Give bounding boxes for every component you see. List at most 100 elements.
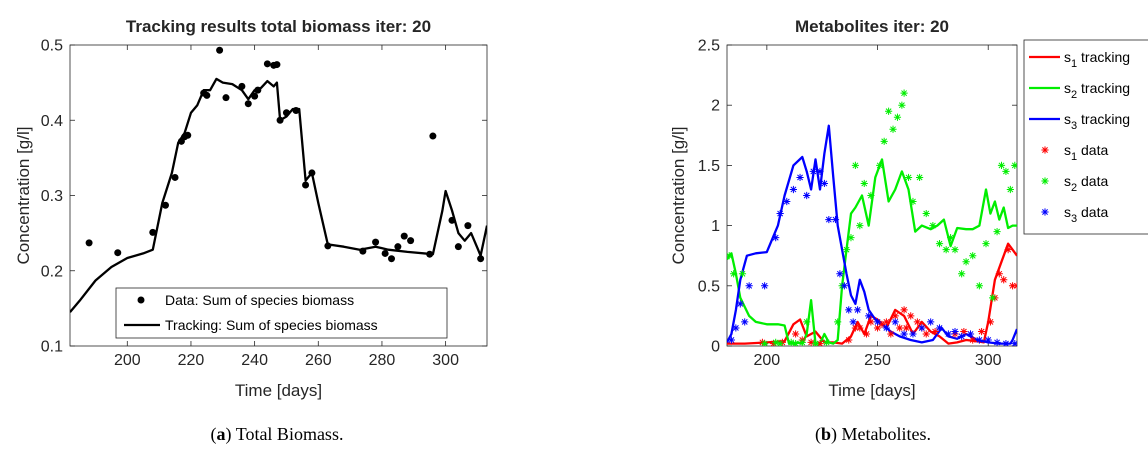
b-data-point <box>922 330 930 338</box>
a-data-point <box>302 181 310 189</box>
chart-b-legend-label-0: s1 tracking <box>1064 49 1130 70</box>
b-y-tick-label: 1.5 <box>698 158 720 175</box>
b-data-point <box>854 306 862 314</box>
b-data-point <box>1002 167 1010 176</box>
chart-b-legend-label-sub: 1 <box>1071 151 1077 163</box>
b-data-point <box>862 330 871 338</box>
caption-a-open: ( <box>211 424 217 445</box>
b-data-point <box>823 338 831 346</box>
chart-b-legend-label-3: s1 data <box>1064 142 1108 163</box>
a-y-tick-label: 0.2 <box>41 263 63 280</box>
a-x-tick-label: 240 <box>241 352 268 369</box>
a-data-point <box>388 255 396 263</box>
chart-b-x-ticks: 200 250 300 <box>753 45 1002 369</box>
chart-b-legend-label-2: s3 tracking <box>1064 111 1130 132</box>
b-data-point <box>803 318 811 326</box>
b-data-point <box>902 324 910 332</box>
a-data-point <box>276 116 284 124</box>
b-data-point <box>798 338 806 346</box>
chart-b-legend-label-main: s <box>1064 49 1071 65</box>
a-x-tick-label: 220 <box>178 352 205 369</box>
chart-b-legend-label-4: s2 data <box>1064 173 1108 194</box>
b-data-point <box>880 137 888 145</box>
chart-b-legend-box <box>1023 39 1148 235</box>
b-data-point <box>831 215 840 224</box>
chart-b-series <box>727 89 1017 346</box>
b-data-point <box>960 327 968 336</box>
chart-b-legend-label-sub: 2 <box>1071 89 1077 101</box>
b-data-point <box>787 338 795 346</box>
b-data-point <box>922 209 930 218</box>
b-data-point <box>969 336 977 344</box>
b-data-point <box>918 324 926 332</box>
b-data-point <box>876 161 884 169</box>
a-data-point <box>292 106 300 114</box>
a-series-clip <box>70 46 487 313</box>
chart-b-legend-label-sub: 1 <box>1071 58 1077 70</box>
b-data-point <box>741 318 749 326</box>
a-data-point <box>282 109 290 117</box>
b-data-point <box>849 318 857 326</box>
caption-a-label: a <box>217 424 226 444</box>
b-data-point <box>975 282 983 290</box>
b-data-point <box>891 312 899 320</box>
b-data-point <box>909 330 917 338</box>
b-data-point <box>792 330 800 338</box>
b-data-point <box>1011 161 1017 169</box>
caption-a: (a) Total Biomass. <box>211 424 344 445</box>
a-x-tick-label: 200 <box>114 352 141 369</box>
chart-b-legend-label-suffix: tracking <box>1077 49 1130 65</box>
b-data-point <box>931 327 939 336</box>
b-data-point <box>796 173 804 182</box>
chart-b-y-ticks: 0 0.5 1 1.5 2 2.5 <box>698 38 1017 356</box>
caption-b-open: ( <box>815 424 821 445</box>
b-data-point <box>966 330 975 338</box>
b-data-point <box>909 197 917 206</box>
b-data-point <box>887 330 895 338</box>
b-y-tick-label: 1 <box>711 218 720 235</box>
chart-b-legend-label-sub: 3 <box>1071 120 1077 132</box>
chart-b-legend-label-suffix: data <box>1077 204 1108 220</box>
a-y-tick-label: 0.4 <box>41 113 63 130</box>
a-data-point <box>324 242 332 250</box>
b-data-point <box>856 324 864 332</box>
chart-b-legend-marker-5 <box>1041 208 1049 216</box>
chart-b-legend-label-suffix: data <box>1077 173 1108 189</box>
a-data-point <box>251 92 259 100</box>
b-data-point <box>904 173 913 182</box>
chart-a-x-ticks: 200 220 240 260 280 300 <box>114 45 459 369</box>
b-data-point <box>851 161 859 169</box>
a-data-point <box>273 61 281 69</box>
b-data-point <box>809 167 817 176</box>
caption-a-text: Total Biomass. <box>232 424 344 444</box>
b-y-tick-label: 0.5 <box>698 278 720 295</box>
b-data-point <box>962 258 970 266</box>
b-data-point <box>792 339 800 346</box>
b-data-point <box>935 240 944 248</box>
b-data-point <box>929 222 937 230</box>
b-data-point <box>820 179 829 188</box>
b-data-point <box>761 339 769 346</box>
b-data-point <box>982 240 990 248</box>
chart-b-legend-label-5: s3 data <box>1064 204 1108 225</box>
caption-b-text: Metabolites. <box>837 424 931 444</box>
a-data-point <box>400 232 408 240</box>
b-data-point <box>958 332 966 340</box>
a-data-point <box>359 247 367 255</box>
b-data-point <box>873 324 882 332</box>
b-data-point <box>878 320 886 328</box>
b-data-point <box>860 179 868 188</box>
b-data-point <box>758 338 767 346</box>
chart-a-legend: Data: Sum of species biomass Tracking: S… <box>115 287 448 339</box>
a-data-point <box>448 216 456 224</box>
b-data-point <box>845 336 853 344</box>
b-data-point <box>776 209 784 218</box>
b-data-point <box>989 294 997 302</box>
chart-b-legend-label-suffix: tracking <box>1077 80 1130 96</box>
b-data-point <box>730 270 738 278</box>
caption-b: (b) Metabolites. <box>815 424 931 445</box>
a-data-point <box>85 239 93 247</box>
b-data-point <box>993 228 1001 236</box>
a-x-tick-label: 300 <box>432 352 459 369</box>
b-data-point <box>1002 339 1010 346</box>
